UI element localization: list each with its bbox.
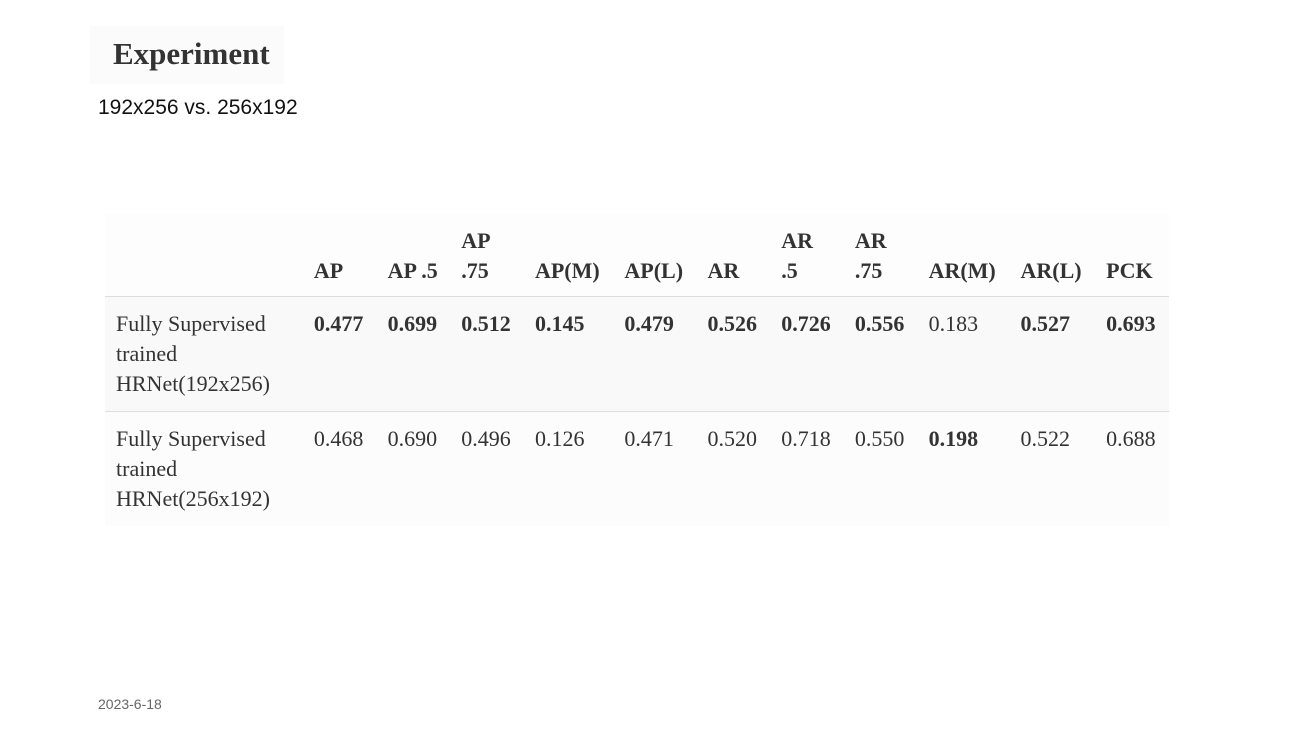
value-cell: 0.471 — [624, 426, 674, 451]
value-cell: 0.468 — [313, 426, 364, 451]
column-header: AR(M) — [928, 258, 996, 283]
column-header: AR(L) — [1020, 258, 1082, 283]
value-cell: 0.527 — [1020, 311, 1071, 336]
title-box — [90, 26, 284, 84]
value-cell: 0.693 — [1106, 311, 1156, 336]
value-cell: 0.726 — [781, 311, 831, 336]
subtitle: 192x256 vs. 256x192 — [98, 96, 298, 119]
value-cell: 0.477 — [313, 311, 364, 336]
value-cell: 0.512 — [461, 311, 511, 336]
column-header: AR .75 — [854, 228, 887, 283]
value-cell: 0.126 — [534, 426, 585, 451]
column-header: AP — [313, 258, 344, 283]
value-cell: 0.522 — [1020, 426, 1071, 451]
column-header: AR — [707, 258, 740, 283]
header-row: AP AP .5 AP .75 AP(M) AP(L) AR AR .5 AR .75 AR(M… — [105, 214, 1169, 297]
results-table: AP AP .5 AP .75 AP(M) AP(L) AR AR .5 AR .75 AR(M… — [105, 214, 1169, 526]
value-cell: 0.479 — [624, 311, 674, 336]
value-cell: 0.688 — [1106, 426, 1156, 451]
corner-cell — [105, 214, 303, 297]
value-cell: 0.699 — [387, 311, 438, 336]
table-row: Fully Supervised trained HRNet(192x256) 0… — [105, 296, 1169, 412]
row-label: Fully Supervised trained HRNet(256x192) — [116, 426, 270, 511]
column-header: AP(L) — [624, 258, 684, 283]
value-cell: 0.520 — [707, 426, 758, 451]
title: Experiment — [113, 36, 270, 71]
column-header: AR .5 — [781, 228, 813, 283]
column-header: AP(M) — [534, 258, 600, 283]
column-header: AP .75 — [461, 228, 490, 283]
table-row: Fully Supervised trained HRNet(256x192) 0… — [105, 411, 1169, 526]
value-cell: 0.556 — [854, 311, 905, 336]
value-cell: 0.526 — [707, 311, 758, 336]
column-header: AP .5 — [387, 258, 438, 283]
row-label: Fully Supervised trained HRNet(192x256) — [116, 311, 270, 396]
column-header: PCK — [1106, 258, 1153, 283]
value-cell: 0.183 — [928, 311, 979, 336]
value-cell: 0.496 — [461, 426, 511, 451]
value-cell: 0.145 — [534, 311, 585, 336]
value-cell: 0.198 — [928, 426, 979, 451]
value-cell: 0.718 — [781, 426, 831, 451]
value-cell: 0.550 — [854, 426, 905, 451]
footer-date: 2023-6-18 — [98, 696, 162, 712]
value-cell: 0.690 — [387, 426, 438, 451]
